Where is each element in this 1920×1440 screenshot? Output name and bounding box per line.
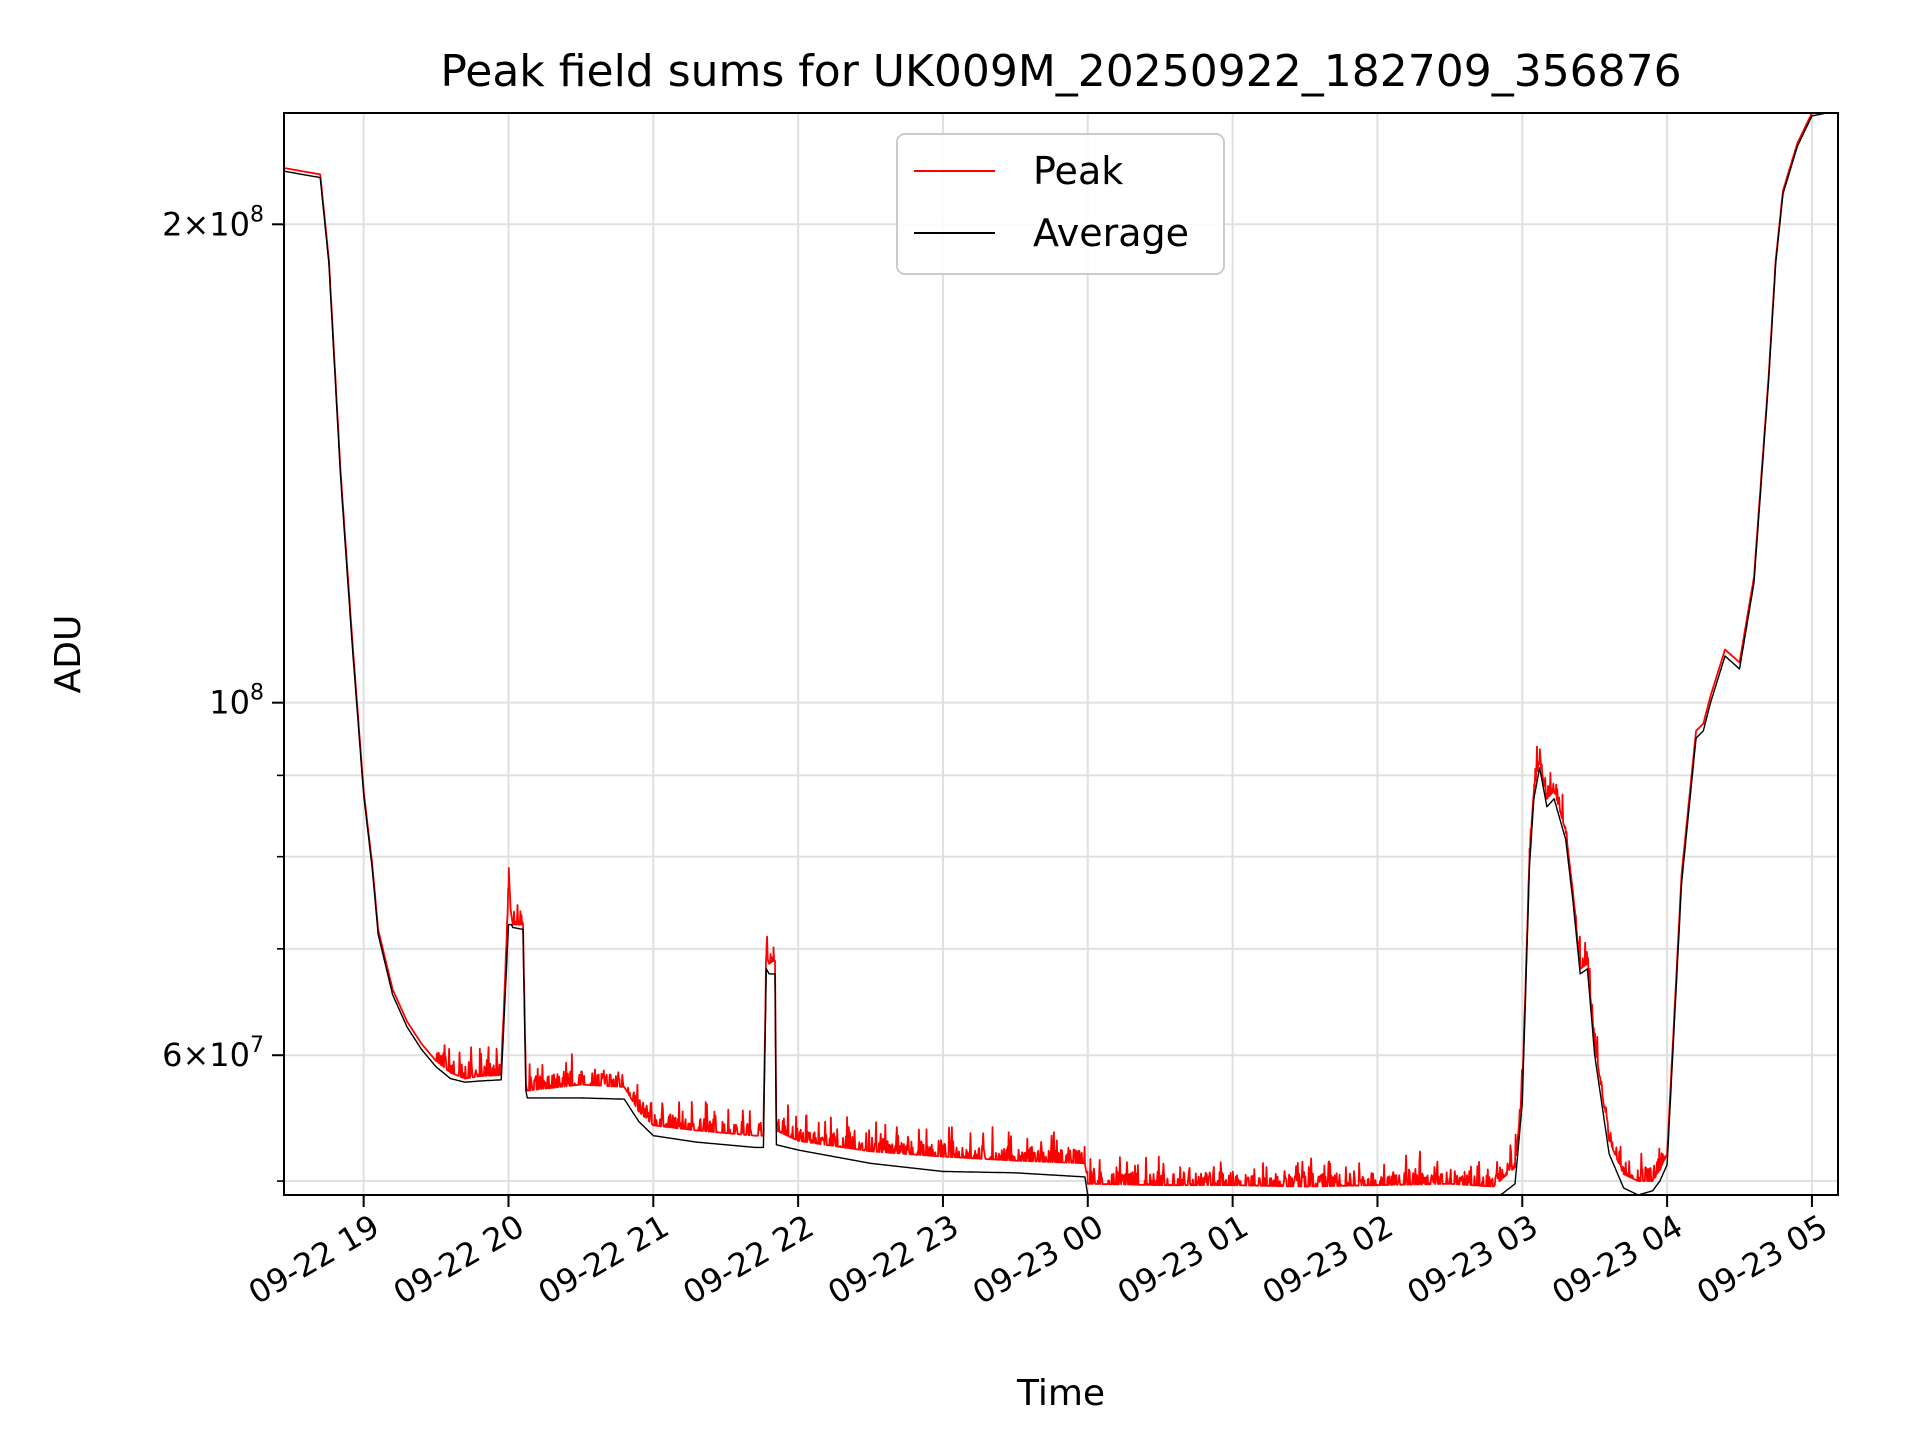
legend-average-label: Average [1033,211,1189,255]
legend: Peak Average [896,133,1225,275]
x-axis-label: Time [1016,1373,1105,1414]
average-series-line [284,113,1838,1195]
plot-series [284,113,1838,1195]
y-tick-label: 108 [209,681,264,722]
chart-title: Peak field sums for UK009M_20250922_1827… [440,46,1681,97]
legend-box [896,133,1225,275]
y-tick-label: 6×107 [162,1033,264,1074]
peak-series-line [284,113,1817,1188]
y-tick-label: 2×108 [162,202,264,243]
y-axis: 6×107 108 2×108 [162,202,284,1182]
y-axis-label: ADU [48,615,89,694]
legend-peak-label: Peak [1033,149,1123,193]
plot-frame [283,112,1839,1196]
